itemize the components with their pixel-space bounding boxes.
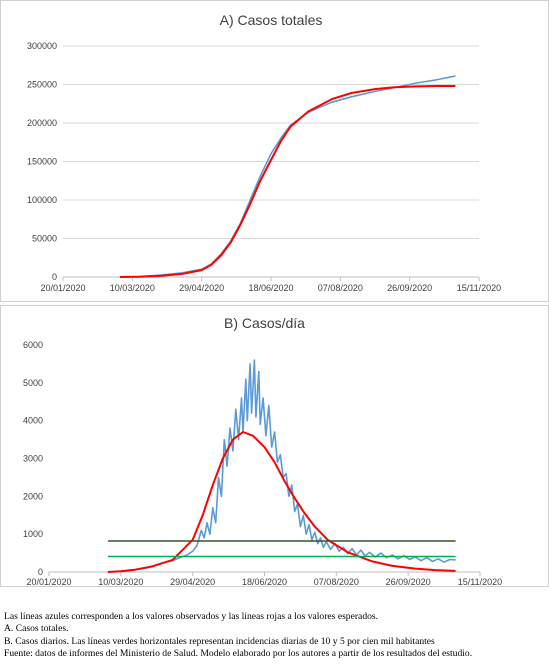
chart-panel-total-cases: A) Casos totales 0 50000 100000 150000 200000…	[0, 0, 549, 302]
chart-title: B) Casos/día	[224, 315, 305, 331]
y-tick-label: 50000	[32, 234, 57, 244]
y-tick-label: 0	[52, 272, 57, 282]
x-tick-label: 18/06/2020	[242, 577, 287, 586]
x-tick-label: 29/04/2020	[179, 283, 224, 293]
x-tick-label: 10/03/2020	[110, 283, 155, 293]
y-tick-label: 3000	[23, 454, 43, 464]
y-tick-label: 250000	[27, 80, 57, 90]
figure-caption: Las líneas azules corresponden a los val…	[4, 611, 549, 661]
chart-daily-cases: B) Casos/día 0 1000 2000 3000 4000 5000 6000 20/…	[23, 315, 502, 586]
chart-panel-daily-cases: B) Casos/día 0 1000 2000 3000 4000 5000 6000 20/…	[0, 305, 549, 587]
y-tick-label: 200000	[27, 118, 57, 128]
x-tick-label: 07/08/2020	[314, 577, 359, 586]
caption-line-source: Fuente: datos de informes del Ministerio…	[4, 648, 473, 660]
x-tick-label: 26/09/2020	[386, 577, 431, 586]
chart-title: A) Casos totales	[220, 12, 323, 28]
series-line-1	[119, 85, 456, 278]
y-tick-label: 6000	[23, 340, 43, 350]
y-tick-label: 1000	[23, 529, 43, 539]
x-tick-label: 15/11/2020	[457, 283, 501, 293]
y-tick-label: 150000	[27, 157, 57, 167]
x-tick-label: 26/09/2020	[387, 283, 432, 293]
x-tick-label: 18/06/2020	[248, 283, 293, 293]
x-tick-label: 29/04/2020	[170, 577, 215, 586]
x-tick-label: 10/03/2020	[98, 577, 143, 586]
chart-total-cases: A) Casos totales 0 50000 100000 150000 200000…	[27, 12, 501, 293]
caption-line-legend: Las líneas azules corresponden a los val…	[4, 611, 379, 622]
series-line-0	[119, 75, 456, 278]
y-tick-label: 2000	[23, 491, 43, 501]
caption-line-b: B. Casos diarios. Las líneas verdes hori…	[4, 635, 435, 647]
x-tick-label: 20/01/2020	[26, 577, 71, 586]
y-tick-label: 100000	[27, 195, 57, 205]
x-tick-label: 07/08/2020	[318, 283, 363, 293]
y-tick-label: 300000	[27, 41, 57, 51]
y-tick-label: 4000	[23, 416, 43, 426]
series-line-0	[107, 359, 456, 573]
y-tick-label: 5000	[23, 378, 43, 388]
x-tick-label: 15/11/2020	[458, 577, 502, 586]
series-line-1	[107, 431, 456, 573]
caption-line-a: A. Casos totales.	[4, 623, 69, 635]
x-tick-label: 20/01/2020	[40, 283, 85, 293]
y-tick-label: 0	[38, 567, 43, 577]
